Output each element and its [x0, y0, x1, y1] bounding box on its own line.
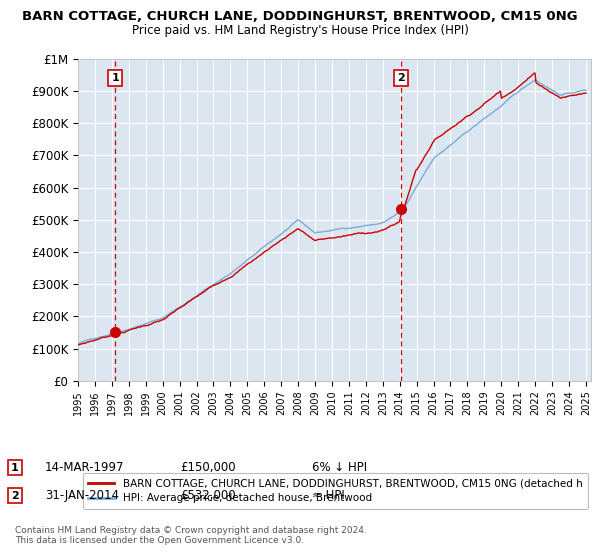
Text: 2: 2 — [397, 73, 405, 83]
Text: 1: 1 — [11, 463, 19, 473]
Text: £150,000: £150,000 — [180, 461, 236, 474]
Text: 6% ↓ HPI: 6% ↓ HPI — [312, 461, 367, 474]
Text: 31-JAN-2014: 31-JAN-2014 — [45, 489, 119, 502]
Text: 2: 2 — [11, 491, 19, 501]
Text: Price paid vs. HM Land Registry's House Price Index (HPI): Price paid vs. HM Land Registry's House … — [131, 24, 469, 37]
Text: £532,000: £532,000 — [180, 489, 236, 502]
Text: 1: 1 — [111, 73, 119, 83]
Text: ≈ HPI: ≈ HPI — [312, 489, 345, 502]
Text: BARN COTTAGE, CHURCH LANE, DODDINGHURST, BRENTWOOD, CM15 0NG: BARN COTTAGE, CHURCH LANE, DODDINGHURST,… — [22, 10, 578, 23]
Legend: BARN COTTAGE, CHURCH LANE, DODDINGHURST, BRENTWOOD, CM15 0NG (detached h, HPI: A: BARN COTTAGE, CHURCH LANE, DODDINGHURST,… — [83, 473, 588, 508]
Text: 14-MAR-1997: 14-MAR-1997 — [45, 461, 125, 474]
Text: This data is licensed under the Open Government Licence v3.0.: This data is licensed under the Open Gov… — [15, 536, 304, 545]
Text: Contains HM Land Registry data © Crown copyright and database right 2024.: Contains HM Land Registry data © Crown c… — [15, 526, 367, 535]
